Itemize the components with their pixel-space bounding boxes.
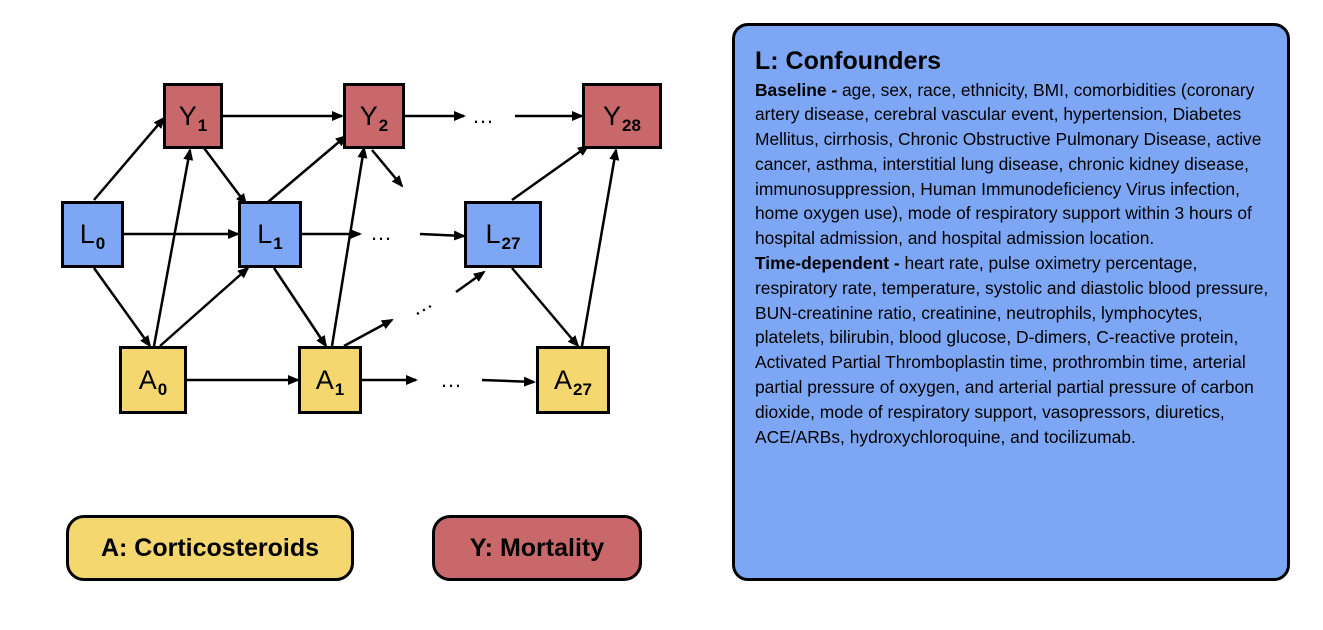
node-subscript: 27 bbox=[573, 379, 592, 399]
confounders-title: L: Confounders bbox=[755, 47, 942, 75]
baseline-text: age, sex, race, ethnicity, BMI, comorbid… bbox=[755, 79, 1262, 249]
edge-l27-a27 bbox=[511, 267, 580, 348]
node-subscript: 1 bbox=[334, 379, 345, 399]
node-subscript: 27 bbox=[501, 234, 521, 253]
node-letter: L bbox=[257, 219, 273, 249]
baseline-label: Baseline - bbox=[755, 79, 838, 100]
edge-a0-y1 bbox=[152, 148, 194, 347]
legend-corticosteroids-label: A: Corticosteroids bbox=[100, 533, 320, 562]
edge-l1-a1 bbox=[272, 267, 328, 348]
legend-mortality: Y: Mortality bbox=[432, 515, 642, 581]
edge-l0-y1 bbox=[93, 116, 166, 201]
node-letter: Y bbox=[603, 100, 622, 131]
time-dependent-paragraph: Time-dependent - heart rate, pulse oxime… bbox=[755, 251, 1273, 449]
confounders-panel: L: Confounders Baseline - age, sex, race… bbox=[732, 23, 1290, 581]
node-letter: A bbox=[554, 364, 573, 395]
node-subscript: 2 bbox=[378, 115, 389, 135]
node-subscript: 0 bbox=[95, 234, 106, 253]
ellipsis-bottom: … bbox=[440, 367, 462, 392]
node-letter: Y bbox=[178, 100, 197, 131]
node-letter: Y bbox=[359, 100, 378, 131]
legend-mortality-label: Y: Mortality bbox=[469, 533, 605, 562]
ellipsis-top: … bbox=[472, 103, 494, 128]
edge-dots-a27 bbox=[481, 376, 536, 387]
edge-dots-l27 bbox=[419, 230, 466, 241]
baseline-paragraph: Baseline - age, sex, race, ethnicity, BM… bbox=[755, 78, 1273, 252]
edge-l27-y28 bbox=[511, 144, 590, 202]
edge-l1-y2 bbox=[267, 134, 348, 203]
edge-a0-l1 bbox=[159, 266, 250, 347]
node-letter: L bbox=[79, 219, 95, 249]
node-a27: A 27 bbox=[536, 346, 610, 414]
time-dependent-text: heart rate, pulse oximetry percentage, r… bbox=[755, 253, 1269, 447]
node-subscript: 1 bbox=[273, 234, 283, 253]
edge-a27-y28 bbox=[580, 148, 620, 347]
node-letter: L bbox=[485, 219, 501, 249]
legend-corticosteroids: A: Corticosteroids bbox=[66, 515, 354, 581]
edge-y2-stub bbox=[371, 149, 404, 188]
edge-l0-a0 bbox=[92, 267, 152, 348]
edge-y1-l1 bbox=[203, 147, 248, 206]
node-letter: A bbox=[315, 364, 334, 395]
edge-a1-dots bbox=[343, 318, 394, 348]
node-subscript: 0 bbox=[157, 379, 168, 399]
ellipsis-middle: … bbox=[370, 220, 392, 245]
edge-a1-y2 bbox=[330, 146, 368, 347]
time-dependent-label: Time-dependent - bbox=[755, 253, 900, 274]
node-subscript: 28 bbox=[622, 115, 641, 135]
node-l27: L 27 bbox=[464, 201, 542, 268]
edge-dots-l27-diag bbox=[455, 270, 486, 294]
node-letter: A bbox=[138, 364, 157, 395]
node-subscript: 1 bbox=[197, 115, 208, 135]
node-y28: Y 28 bbox=[582, 83, 662, 149]
